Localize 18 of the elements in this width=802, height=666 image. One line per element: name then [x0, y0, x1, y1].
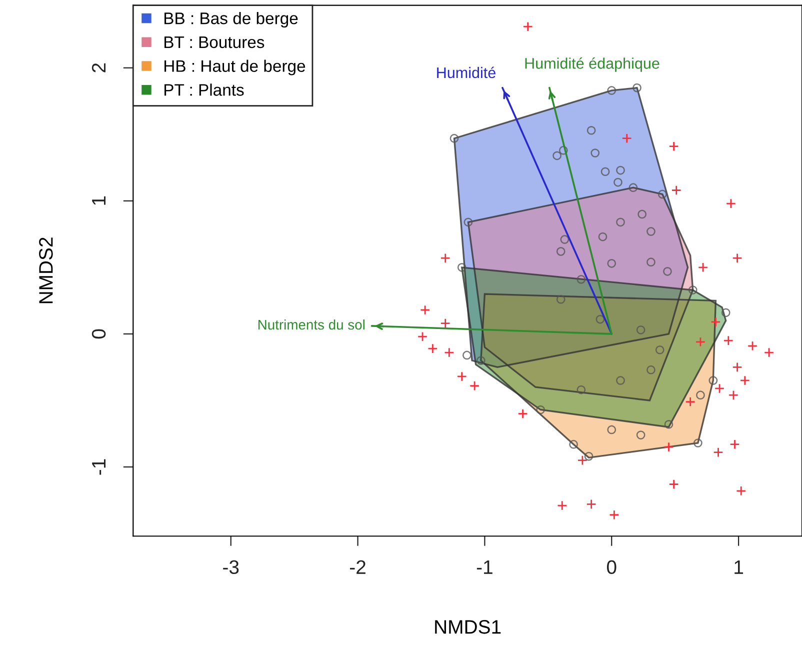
- y-axis-title: NMDS2: [39, 238, 53, 304]
- y-tick-label: 1: [92, 196, 106, 205]
- x-tick-label: -2: [350, 560, 366, 574]
- legend-label: PT : Plants: [164, 84, 244, 96]
- legend-label: BT : Boutures: [164, 36, 264, 48]
- x-axis-title: NMDS1: [435, 620, 501, 634]
- y-tick-label: 2: [92, 63, 106, 72]
- legend-label: HB : Haut de berge: [164, 60, 306, 76]
- y-tick-label: -1: [92, 459, 106, 475]
- x-tick-label: 1: [734, 560, 743, 574]
- x-tick-label: 0: [606, 560, 616, 574]
- legend-label: BB : Bas de berge: [164, 12, 298, 28]
- annotation: Humidité: [437, 66, 496, 78]
- y-tick-label: 0: [92, 329, 106, 339]
- x-tick-label: -3: [223, 560, 239, 574]
- x-tick-label: -1: [476, 560, 492, 574]
- annotation: Nutriments du sol: [258, 319, 364, 330]
- annotation: Humidité édaphique: [525, 57, 660, 72]
